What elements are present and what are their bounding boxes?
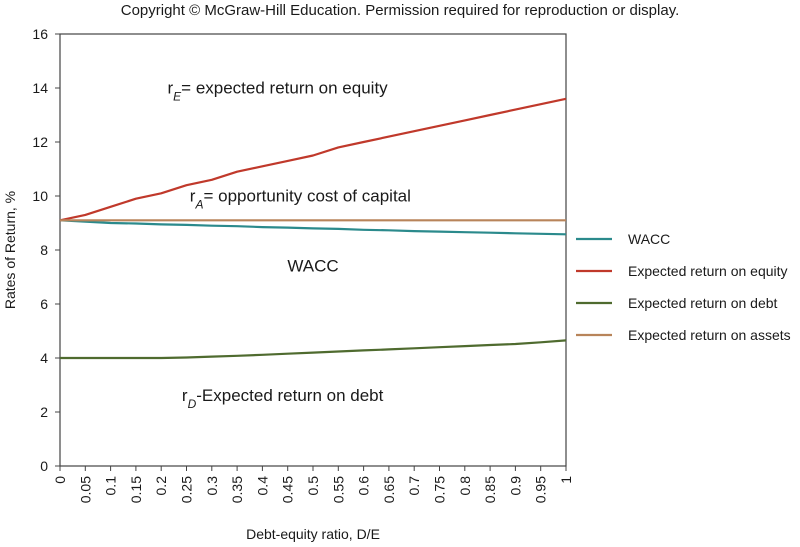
annotation-text: -Expected return on debt (196, 386, 383, 405)
x-tick-label: 0 (52, 476, 68, 484)
annotation-text: WACC (287, 257, 338, 276)
x-tick-label: 0.4 (254, 476, 270, 496)
x-tick-label: 0.5 (305, 476, 321, 496)
y-tick-label: 8 (40, 242, 48, 258)
series-line-expected-return-on-equity (59, 97, 567, 222)
y-tick-label: 16 (32, 26, 48, 42)
y-tick-label: 12 (32, 134, 48, 150)
copyright-notice: Copyright © McGraw-Hill Education. Permi… (120, 2, 680, 19)
x-tick-label: 0.55 (330, 476, 346, 503)
legend-label-expected-return-on-assets: Expected return on assets (628, 327, 791, 343)
annotation-symbol: r (190, 186, 196, 205)
x-tick-label: 0.05 (77, 476, 93, 503)
annotation-re: rE= expected return on equity (167, 78, 388, 103)
x-tick-label: 0.65 (381, 476, 397, 503)
x-tick-label: 0.25 (179, 476, 195, 503)
legend-label-wacc: WACC (628, 231, 670, 247)
annotation-text: = opportunity cost of capital (203, 186, 410, 205)
x-tick-label: 0.7 (406, 476, 422, 496)
x-tick-label: 0.45 (280, 476, 296, 503)
x-axis-label: Debt-equity ratio, D/E (246, 526, 380, 542)
annotation-rd: rD-Expected return on debt (182, 386, 384, 411)
y-tick-label: 14 (32, 80, 48, 96)
annotation-ra: rA= opportunity cost of capital (190, 186, 411, 211)
legend: WACC Expected return on equity Expected re… (576, 231, 791, 343)
x-tick-label: 0.15 (128, 476, 144, 503)
annotation-symbol: r (182, 386, 188, 405)
annotation-wacc: WACC (287, 257, 338, 276)
annotation-text: = expected return on equity (181, 78, 388, 97)
x-tick-label: 0.95 (533, 476, 549, 503)
y-tick-label: 4 (40, 350, 48, 366)
y-tick-label: 2 (40, 404, 48, 420)
series-line-expected-return-on-debt (60, 339, 567, 360)
annotation-symbol: r (167, 78, 173, 97)
legend-label-expected-return-on-equity: Expected return on equity (628, 263, 788, 279)
x-tick-label: 0.1 (103, 476, 119, 496)
series-layer (59, 97, 567, 360)
annotation-subscript: A (194, 197, 203, 211)
x-tick-label: 0.9 (507, 476, 523, 496)
x-tick-label: 0.2 (153, 476, 169, 496)
x-tick-label: 0.75 (432, 476, 448, 503)
y-axis-label: Rates of Return, % (2, 191, 18, 309)
x-tick-label: 0.3 (204, 476, 220, 496)
annotation-subscript: E (173, 89, 182, 103)
x-tick-label: 0.8 (457, 476, 473, 496)
x-tick-label: 0.85 (482, 476, 498, 503)
x-tick-label: 1 (558, 476, 574, 484)
y-tick-label: 6 (40, 296, 48, 312)
y-tick-label: 0 (40, 458, 48, 474)
legend-label-expected-return-on-debt: Expected return on debt (628, 295, 778, 311)
plot-area: 0 2 4 6 8 10 12 14 16 0 0.05 0.1 0.15 0.2 0.25 0.3 0.35 0… (32, 26, 574, 503)
annotation-subscript: D (188, 397, 197, 411)
x-tick-label: 0.35 (229, 476, 245, 503)
y-tick-label: 10 (32, 188, 48, 204)
series-line-wacc (59, 219, 567, 236)
x-tick-label: 0.6 (356, 476, 372, 496)
